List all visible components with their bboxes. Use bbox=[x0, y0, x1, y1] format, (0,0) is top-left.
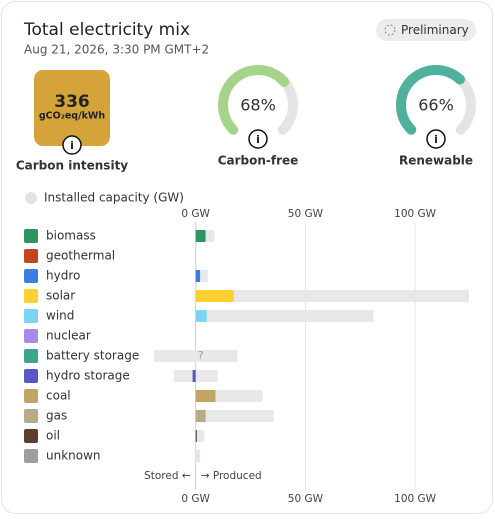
production-bar bbox=[195, 230, 206, 242]
category-icon bbox=[24, 389, 38, 403]
capacity-bar bbox=[154, 350, 238, 362]
production-chart: 0 GW 0 GW 50 GW 50 GW 100 GW 100 GW biomass geo… bbox=[24, 208, 469, 505]
carbon-intensity-label: Carbon intensity bbox=[16, 159, 128, 173]
category-label: oil bbox=[46, 429, 60, 443]
category-label: wind bbox=[46, 309, 74, 323]
stored-label: Stored ← bbox=[144, 470, 191, 482]
title: Total electricity mix bbox=[23, 20, 190, 40]
x-tick-label: 50 GW bbox=[288, 493, 324, 505]
production-bar bbox=[195, 270, 201, 282]
production-bar bbox=[195, 290, 234, 302]
category-icon bbox=[24, 229, 38, 243]
category-icon bbox=[24, 309, 38, 323]
category-icon bbox=[24, 349, 38, 363]
carbon-intensity-value: 336 bbox=[54, 92, 90, 112]
info-glyph: i bbox=[256, 133, 260, 146]
capacity-bar bbox=[195, 450, 201, 462]
produced-label: → Produced bbox=[201, 470, 262, 482]
category-icon bbox=[24, 329, 38, 343]
category-icon bbox=[24, 429, 38, 443]
category-label: nuclear bbox=[46, 329, 91, 343]
value-label: ? bbox=[198, 349, 204, 362]
info-icon[interactable] bbox=[248, 129, 268, 149]
capacity-bar bbox=[195, 310, 374, 322]
production-bar bbox=[195, 410, 206, 422]
x-tick-label: 100 GW bbox=[394, 208, 437, 220]
capacity-bar bbox=[195, 290, 469, 302]
category-icon bbox=[24, 369, 38, 383]
info-glyph: i bbox=[434, 133, 438, 146]
carbon-intensity-box bbox=[34, 70, 110, 146]
date: Aug 21, 2026, 3:30 PM GMT+2 bbox=[24, 43, 209, 57]
category-label: gas bbox=[46, 409, 67, 423]
gauge-value: 66% bbox=[418, 96, 454, 115]
capacity-bar bbox=[195, 410, 274, 422]
x-tick-label: 0 GW bbox=[181, 208, 210, 220]
gauge-arc bbox=[218, 65, 290, 135]
card bbox=[1, 1, 493, 514]
category-label: unknown bbox=[46, 449, 101, 463]
toggle[interactable] bbox=[25, 192, 37, 204]
info-icon[interactable] bbox=[62, 135, 82, 155]
category-icon bbox=[24, 249, 38, 263]
carbon-intensity-unit: gCO₂eq/kWh bbox=[39, 111, 106, 122]
production-bar bbox=[195, 310, 207, 322]
category-icon bbox=[24, 449, 38, 463]
category-icon bbox=[24, 409, 38, 423]
category-icon bbox=[24, 289, 38, 303]
gauge-label: Renewable bbox=[399, 154, 473, 168]
category-label: hydro storage bbox=[46, 369, 130, 383]
production-bar bbox=[192, 370, 196, 382]
production-bar bbox=[195, 390, 216, 402]
gauge-label: Carbon-free bbox=[218, 154, 299, 168]
x-tick-label: 50 GW bbox=[288, 208, 324, 220]
badge-icon bbox=[384, 24, 396, 36]
x-tick-label: 100 GW bbox=[394, 493, 437, 505]
capacity-toggle-label: Installed capacity (GW) bbox=[44, 191, 184, 205]
gauge-arc bbox=[396, 65, 465, 135]
badge-text: Preliminary bbox=[401, 23, 469, 37]
category-label: hydro bbox=[46, 269, 80, 283]
gauges: 68% i Carbon-free 66% i Renewable bbox=[218, 65, 476, 168]
info-icon[interactable] bbox=[426, 129, 446, 149]
category-label: battery storage bbox=[46, 349, 139, 363]
badge[interactable] bbox=[376, 19, 476, 41]
category-label: coal bbox=[46, 389, 71, 403]
category-label: biomass bbox=[46, 229, 96, 243]
capacity-bar bbox=[195, 430, 205, 442]
category-label: solar bbox=[46, 289, 75, 303]
gauge-value: 68% bbox=[240, 96, 276, 115]
x-tick-label: 0 GW bbox=[181, 493, 210, 505]
category-label: geothermal bbox=[46, 249, 115, 263]
category-icon bbox=[24, 269, 38, 283]
info-glyph: i bbox=[70, 139, 74, 152]
production-bar bbox=[195, 430, 197, 442]
